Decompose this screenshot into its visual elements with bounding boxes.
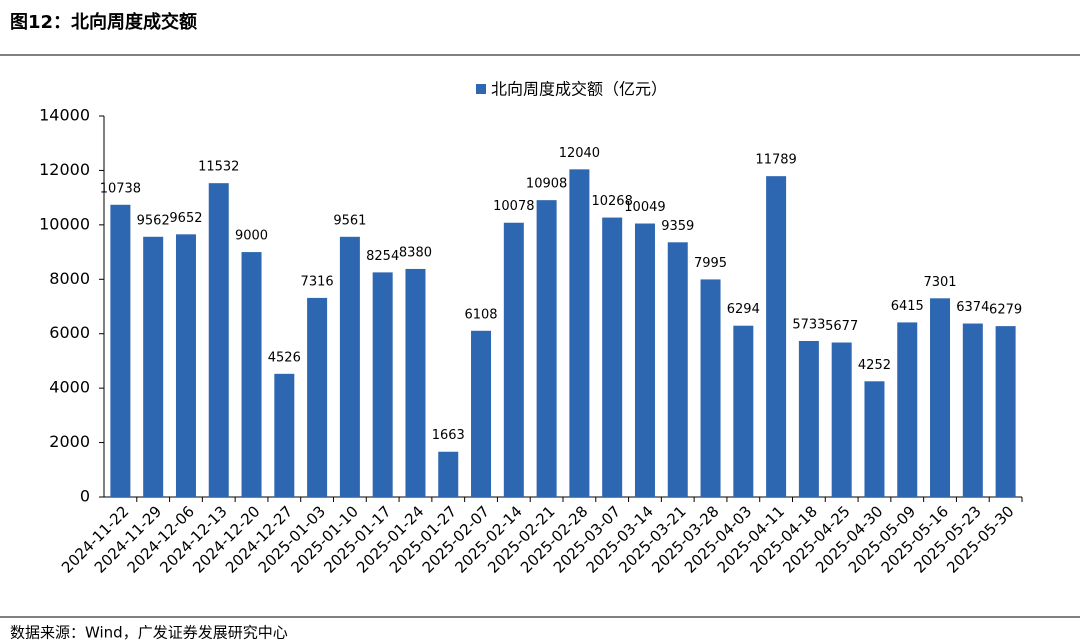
data-label: 5677 [825, 319, 858, 334]
bar [733, 325, 754, 497]
bar [766, 176, 787, 498]
data-label: 5733 [792, 317, 825, 332]
data-label: 1663 [432, 428, 465, 443]
y-tick-label: 8000 [49, 269, 90, 288]
y-tick-label: 6000 [49, 323, 90, 342]
bar [307, 297, 328, 497]
data-label: 10908 [526, 177, 567, 192]
data-label: 10268 [591, 194, 632, 209]
y-tick-label: 2000 [49, 432, 90, 451]
bar [831, 342, 852, 497]
data-label: 7316 [301, 274, 334, 289]
bar [438, 451, 459, 497]
bar [175, 234, 196, 498]
data-label: 10738 [100, 181, 141, 196]
y-tick-label: 4000 [49, 378, 90, 397]
bar [372, 272, 393, 497]
data-label: 8254 [366, 249, 399, 264]
data-label: 9652 [169, 211, 202, 226]
bar [798, 340, 819, 497]
data-label: 9359 [661, 219, 694, 234]
data-label: 6415 [891, 299, 924, 314]
bar [471, 330, 492, 497]
bar [864, 381, 885, 497]
bar [339, 236, 360, 498]
data-label: 6374 [956, 300, 989, 315]
y-tick-label: 0 [80, 487, 90, 506]
data-label: 7301 [923, 275, 956, 290]
data-label: 4252 [858, 358, 891, 373]
bar [634, 223, 655, 498]
data-label: 9561 [333, 213, 366, 228]
data-label: 6108 [464, 307, 497, 322]
bar [602, 217, 623, 497]
bar [569, 169, 590, 497]
data-label: 11532 [198, 160, 239, 175]
data-label: 10049 [624, 200, 665, 215]
bar [405, 268, 426, 497]
y-tick-label: 14000 [39, 106, 90, 125]
bar [536, 200, 557, 497]
bar [208, 183, 229, 497]
bar [930, 298, 951, 497]
data-label: 9562 [137, 213, 170, 228]
y-tick-label: 10000 [39, 214, 90, 233]
data-label: 6294 [727, 302, 760, 317]
bar [667, 242, 688, 497]
source: 数据来源：Wind，广发证券发展研究中心 [10, 624, 288, 642]
data-label: 9000 [235, 229, 268, 244]
bar [241, 252, 262, 497]
bar [897, 322, 918, 497]
legend-swatch [476, 84, 486, 94]
data-label: 12040 [559, 146, 600, 161]
data-label: 7995 [694, 256, 727, 271]
bar [700, 279, 721, 497]
data-label: 4526 [268, 350, 301, 365]
bar [143, 236, 164, 498]
bar [962, 323, 983, 497]
data-label: 11789 [755, 153, 796, 168]
bar [274, 373, 295, 497]
chart-title: 图12：北向周度成交额 [10, 11, 197, 33]
bar [995, 326, 1016, 497]
legend-label: 北向周度成交额（亿元） [491, 80, 667, 99]
y-tick-label: 12000 [39, 160, 90, 179]
data-label: 10078 [493, 199, 534, 214]
data-label: 8380 [399, 245, 432, 260]
bar [503, 222, 524, 497]
bar [110, 204, 131, 497]
data-label: 6279 [989, 303, 1022, 318]
